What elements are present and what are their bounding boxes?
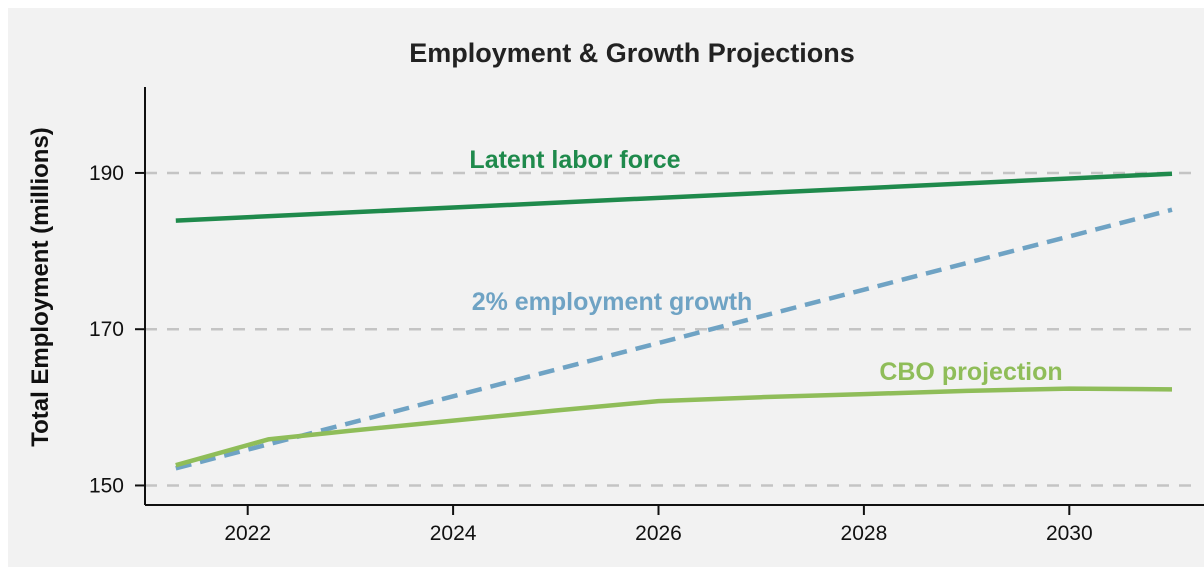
x-tick-label: 2022 xyxy=(224,522,271,545)
series-label-0: Latent labor force xyxy=(469,146,680,174)
series-line-2 xyxy=(175,386,1173,468)
x-tick-label: 2026 xyxy=(635,522,682,545)
x-tick-label: 2030 xyxy=(1046,522,1093,545)
series-line-1 xyxy=(175,207,1173,471)
x-tick-label: 2028 xyxy=(841,522,888,545)
series-label-2: CBO projection xyxy=(879,358,1062,386)
y-tick-label: 150 xyxy=(89,474,124,497)
chart-panel xyxy=(8,8,1204,567)
chart-title: Employment & Growth Projections xyxy=(409,38,855,68)
y-tick-label: 170 xyxy=(89,318,124,341)
y-tick-label: 190 xyxy=(89,162,124,185)
series-label-1: 2% employment growth xyxy=(472,288,753,316)
x-tick-label: 2024 xyxy=(430,522,477,545)
series-line-0 xyxy=(175,171,1173,223)
